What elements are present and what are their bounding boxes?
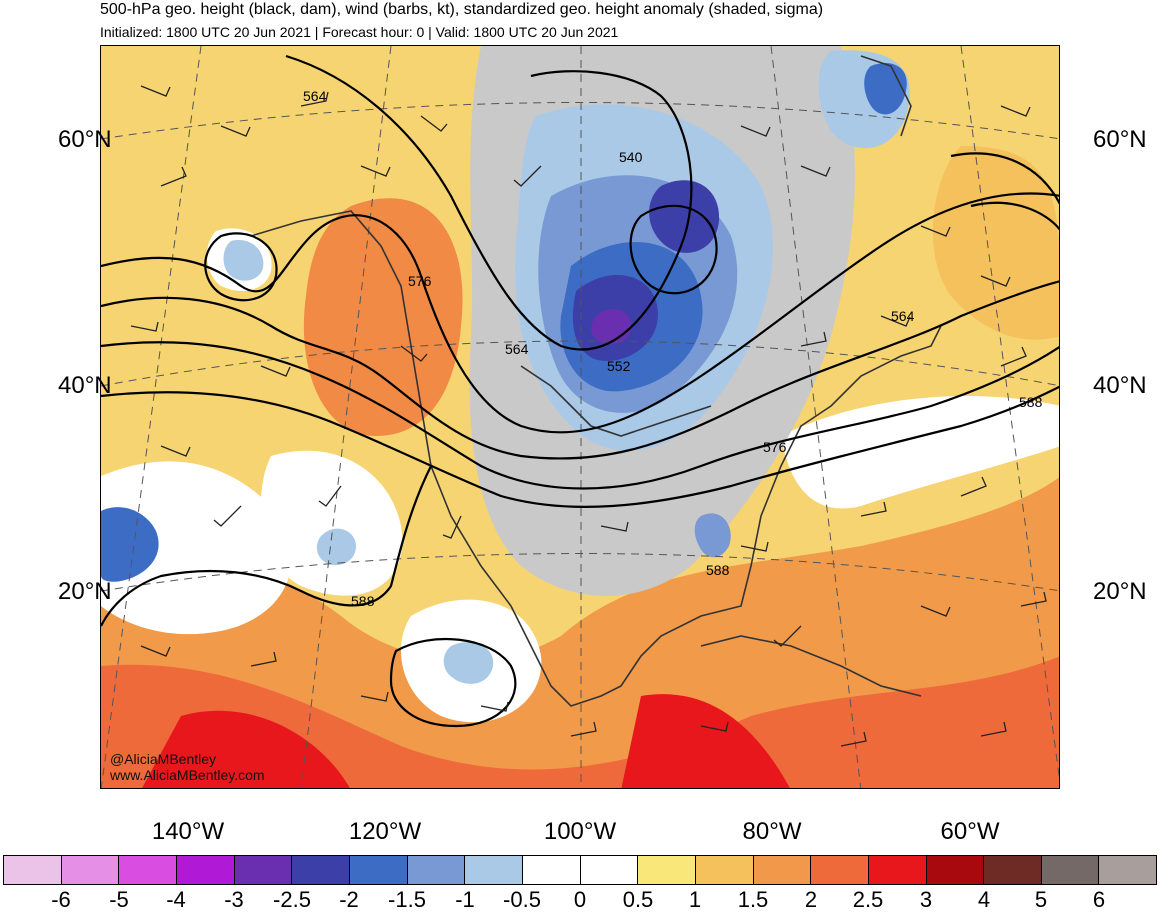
longitude-label-100w: 100°W: [543, 818, 617, 845]
southeast-negative-anomaly: [694, 513, 731, 558]
colorbar-label: 3: [919, 887, 933, 912]
colorbar-swatch: [4, 856, 62, 884]
wind-barb: [130, 85, 1047, 747]
contour-label: 564: [303, 88, 327, 104]
height-contours: [101, 54, 1059, 728]
contour-label: 588: [706, 562, 730, 578]
colorbar-label: -2.5: [273, 887, 311, 912]
height-contour: [285, 54, 693, 351]
contour-labels: 564 540 576 564 552 564 588 576 588 588: [303, 88, 1043, 609]
latitude-label-20n-right: 20°N: [1093, 578, 1147, 605]
colorbar-swatch: [811, 856, 869, 884]
contour-label: 588: [351, 593, 375, 609]
height-contour: [101, 280, 1059, 460]
contour-label: 564: [505, 341, 529, 357]
height-contour: [101, 341, 1059, 490]
colorbar-swatch: [61, 856, 120, 884]
map-title: 500-hPa geo. height (black, dam), wind (…: [100, 1, 824, 18]
east-pacific-weak-negative: [316, 528, 356, 566]
colorbar-swatch: [407, 856, 466, 884]
colorbar-label: 2: [804, 887, 818, 912]
caribbean-outline: [700, 635, 922, 697]
colorbar-label: -5: [109, 887, 129, 912]
weather-map: 564 540 576 564 552 564 588 576 588 588: [100, 45, 1060, 789]
colorbar-swatch: [753, 856, 812, 884]
colorbar-swatch: [234, 856, 293, 884]
mexico-high-contour: [389, 637, 517, 728]
colorbar-swatch: [580, 856, 639, 884]
pacific-negative-anomaly: [101, 507, 159, 582]
west-coast-positive-anomaly: [303, 198, 463, 436]
contour-label: 552: [607, 358, 631, 374]
latitude-label-40n-right: 40°N: [1093, 372, 1147, 399]
map-canvas: 564 540 576 564 552 564 588 576 588 588: [101, 46, 1059, 788]
colorbar-swatch: [176, 856, 235, 884]
colorbar-swatch: [522, 856, 581, 884]
contour-label: 564: [891, 308, 915, 324]
alaska-weak-negative: [223, 240, 264, 281]
north-trough-core: [649, 180, 720, 253]
red-anomaly-patches: [142, 694, 790, 788]
colorbar-label: 0.5: [622, 887, 654, 912]
colorbar-label: -1: [455, 887, 475, 912]
colorbar-swatch: [984, 856, 1042, 884]
contour-label: 576: [408, 273, 432, 289]
colorbar-label: -0.5: [503, 887, 541, 912]
colorbar-swatch: [868, 856, 927, 884]
latitude-label-60n: 60°N: [58, 126, 112, 153]
mexico-weak-negative: [443, 642, 494, 684]
latitude-label-40n: 40°N: [58, 372, 112, 399]
colorbar-swatch: [1099, 856, 1157, 884]
colorbar-label: -1.5: [388, 887, 426, 912]
colorbar-label: 6: [1092, 887, 1106, 912]
colorbar-label: 4: [977, 887, 991, 912]
contour-label: 576: [763, 439, 787, 455]
wind-barbs: [130, 85, 1047, 747]
colorbar-swatch: [349, 856, 408, 884]
colorbar-swatch: [638, 856, 696, 884]
height-contour: [101, 465, 432, 627]
colorbar-label: -4: [166, 887, 186, 912]
alaska-low-contour: [204, 232, 278, 302]
greenland-coastline: [860, 55, 912, 137]
map-subtitle: Initialized: 1800 UTC 20 Jun 2021 | Fore…: [100, 24, 619, 40]
colorbar-label: -2: [339, 887, 359, 912]
east-pacific-neutral-area: [261, 450, 403, 596]
atlantic-ridge-contours: [950, 152, 1059, 231]
colorbar-label: 1: [688, 887, 702, 912]
colorbar-swatch: [926, 856, 985, 884]
height-contour: [101, 385, 1059, 508]
coastlines: [250, 55, 942, 707]
colorbar-swatch: [292, 856, 350, 884]
credit-url: www.AliciaMBentley.com: [110, 767, 265, 783]
colorbar-label: 1.5: [737, 887, 769, 912]
colorbar-label: 2.5: [852, 887, 884, 912]
contour-label: 588: [1019, 394, 1043, 410]
south-strong-anomaly: [101, 656, 1059, 788]
colorbar-label: 5: [1034, 887, 1048, 912]
height-contour: [101, 192, 1059, 434]
longitude-label-120w: 120°W: [348, 818, 422, 845]
credit-handle: @AliciaMBentley: [110, 751, 217, 767]
longitude-label-140w: 140°W: [151, 818, 225, 845]
anomaly-colorbar: [3, 855, 1157, 885]
colorbar-swatch: [119, 856, 177, 884]
colorbar-swatch: [695, 856, 754, 884]
great-lakes-outline: [520, 365, 712, 437]
low-center-contour: [629, 204, 718, 295]
longitude-label-80w: 80°W: [742, 818, 802, 845]
east-neutral-area: [781, 396, 1059, 509]
colorbar-label: 0: [573, 887, 587, 912]
contour-label: 540: [619, 149, 643, 165]
longitude-label-60w: 60°W: [940, 818, 1000, 845]
latitude-label-20n: 20°N: [58, 578, 112, 605]
colorbar-swatch: [1041, 856, 1100, 884]
colorbar-swatch: [465, 856, 523, 884]
colorbar-label: -6: [51, 887, 71, 912]
north-america-coastline: [250, 210, 942, 707]
colorbar-labels: -6 -5 -4 -3 -2.5 -2 -1.5 -1 -0.5 0 0.5 1…: [0, 887, 1160, 912]
pacific-neutral-area: [101, 461, 292, 635]
latitude-label-60n-right: 60°N: [1093, 126, 1147, 153]
colorbar-label: -3: [224, 887, 244, 912]
